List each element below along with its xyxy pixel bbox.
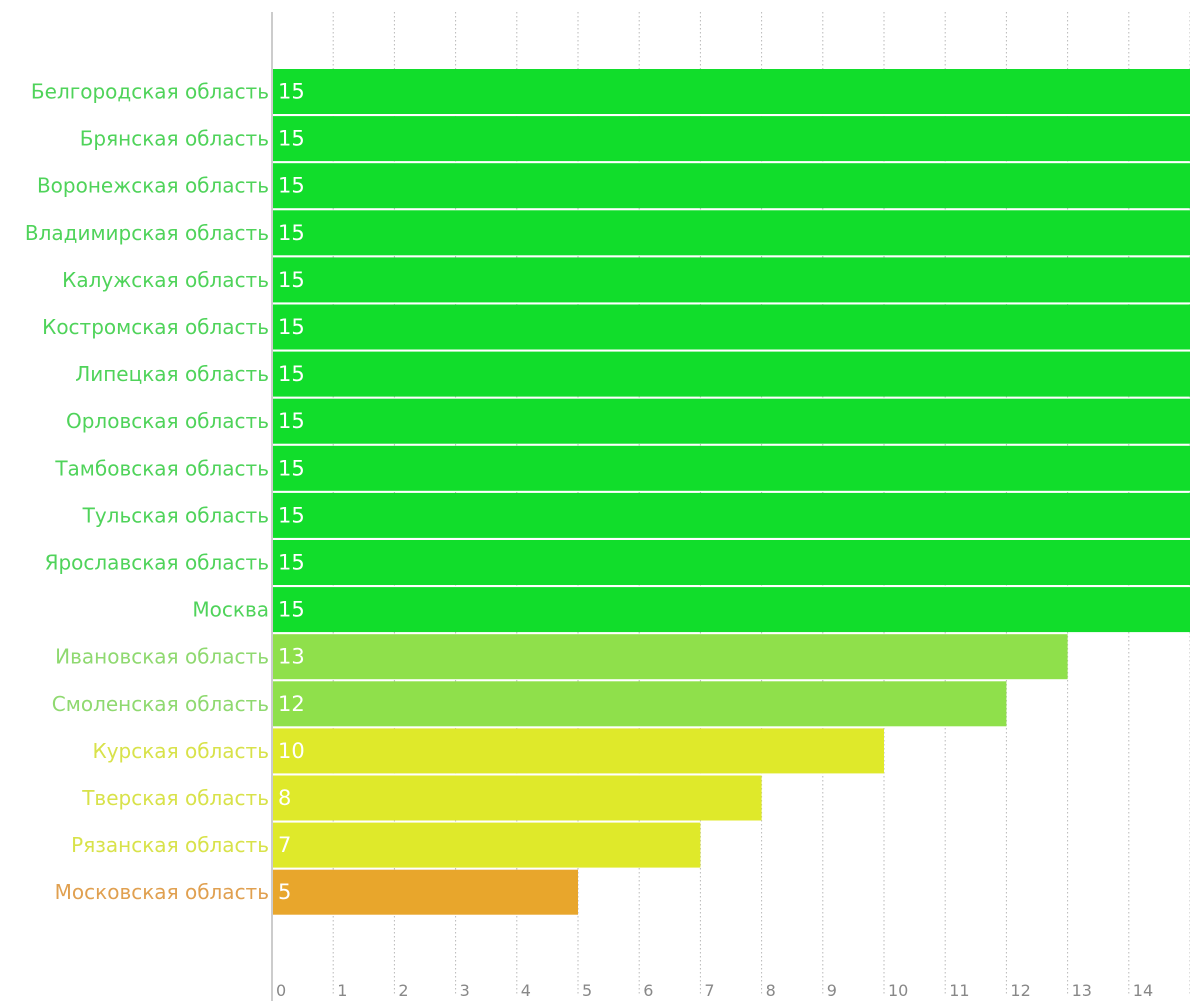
bar	[273, 681, 1007, 727]
x-tick-label: 6	[643, 981, 653, 1000]
x-tick-label: 0	[276, 981, 286, 1000]
x-tick-label: 2	[398, 981, 408, 1000]
bar	[273, 69, 1190, 114]
category-label: Рязанская область	[71, 833, 269, 857]
data-label: 15	[278, 409, 305, 433]
bar	[273, 445, 1190, 491]
category-label: Московская область	[55, 880, 269, 904]
category-label: Курская область	[93, 739, 270, 763]
x-tick-label: 4	[521, 981, 531, 1000]
category-label: Тверская область	[81, 786, 269, 810]
data-label: 5	[278, 880, 291, 904]
bar	[273, 116, 1190, 162]
category-label: Орловская область	[66, 409, 269, 433]
category-label: Воронежская область	[37, 174, 269, 198]
x-tick-label: 5	[582, 981, 592, 1000]
x-tick-label: 10	[888, 981, 908, 1000]
data-label: 15	[278, 127, 305, 151]
data-label: 15	[278, 598, 305, 622]
category-label: Костромская область	[42, 315, 269, 339]
data-label: 15	[278, 221, 305, 245]
data-label: 13	[278, 645, 305, 669]
bar	[273, 822, 701, 868]
data-label: 15	[278, 268, 305, 292]
bar	[273, 351, 1190, 397]
bar	[273, 728, 884, 774]
x-tick-label: 14	[1133, 981, 1153, 1000]
bar	[273, 775, 762, 821]
bars-group	[273, 69, 1190, 915]
x-tick-label: 12	[1010, 981, 1030, 1000]
x-tick-label: 11	[949, 981, 969, 1000]
x-axis-ticks: 0 1 2 3 4 5 6 7 8 9 10 11 12 13 14	[276, 981, 1153, 1000]
bar	[273, 634, 1068, 680]
data-label: 15	[278, 315, 305, 339]
bar	[273, 869, 578, 915]
bar	[273, 398, 1190, 444]
data-label: 15	[278, 362, 305, 386]
bar	[273, 540, 1190, 585]
bar	[273, 587, 1190, 633]
data-labels: 15 15 15 15 15 15 15 15 15 15 15 15 13 12 10 8 7 5	[278, 80, 305, 905]
data-label: 10	[278, 739, 305, 763]
category-label: Липецкая область	[75, 362, 269, 386]
data-label: 15	[278, 174, 305, 198]
bar	[273, 210, 1190, 256]
category-label: Ивановская область	[55, 645, 269, 669]
data-label: 15	[278, 80, 305, 104]
x-tick-label: 7	[704, 981, 714, 1000]
data-label: 15	[278, 503, 305, 527]
category-label: Москва	[192, 598, 269, 622]
category-label: Тамбовская область	[54, 456, 269, 480]
x-tick-label: 9	[827, 981, 837, 1000]
bar	[273, 163, 1190, 209]
data-label: 12	[278, 692, 305, 716]
category-label: Владимирская область	[25, 221, 269, 245]
x-tick-label: 1	[337, 981, 347, 1000]
category-label: Смоленская область	[52, 692, 269, 716]
data-label: 8	[278, 786, 291, 810]
data-label: 7	[278, 833, 291, 857]
category-label: Брянская область	[80, 127, 269, 151]
category-label: Тульская область	[82, 503, 269, 527]
category-label: Ярославская область	[45, 551, 269, 575]
bar	[273, 257, 1190, 303]
category-label: Белгородская область	[31, 80, 269, 104]
bar	[273, 492, 1190, 538]
bar	[273, 304, 1190, 350]
data-label: 15	[278, 551, 305, 575]
x-tick-label: 3	[460, 981, 470, 1000]
x-tick-label: 13	[1072, 981, 1092, 1000]
x-tick-label: 8	[766, 981, 776, 1000]
category-label: Калужская область	[62, 268, 269, 292]
data-label: 15	[278, 456, 305, 480]
category-labels: Белгородская область Брянская область Воро…	[25, 80, 269, 905]
